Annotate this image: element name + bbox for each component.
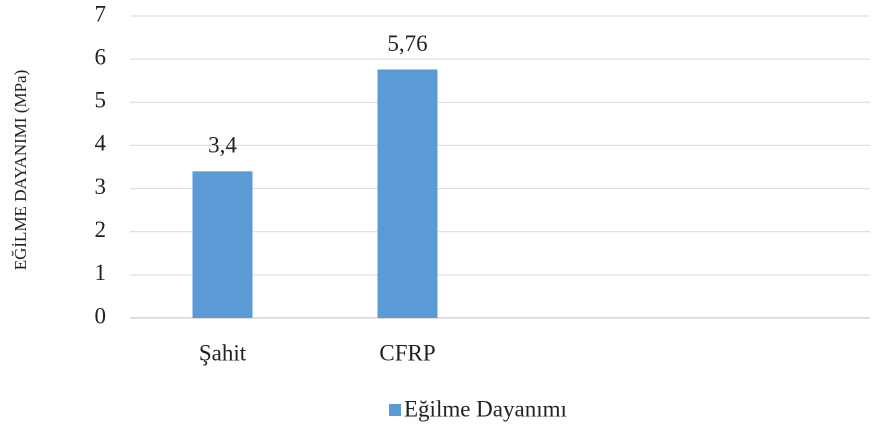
y-tick-label: 6	[95, 44, 107, 69]
x-tick-label: Şahit	[199, 340, 247, 365]
y-tick-label: 5	[95, 88, 107, 113]
y-tick-label: 4	[95, 131, 107, 156]
data-label: 5,76	[387, 31, 427, 56]
y-tick-label: 2	[95, 217, 107, 242]
legend-label: Eğilme Dayanımı	[404, 396, 567, 421]
x-tick-label: CFRP	[379, 340, 435, 365]
bar	[377, 69, 438, 318]
bar	[192, 171, 253, 318]
y-tick-label: 7	[95, 1, 107, 26]
y-tick-label: 0	[95, 303, 107, 328]
legend-swatch	[389, 404, 401, 416]
data-label: 3,4	[208, 133, 237, 158]
y-tick-label: 3	[95, 174, 107, 199]
y-tick-label: 1	[95, 260, 107, 285]
y-axis-label: EĞİLME DAYANIMI (MPa)	[11, 70, 30, 271]
